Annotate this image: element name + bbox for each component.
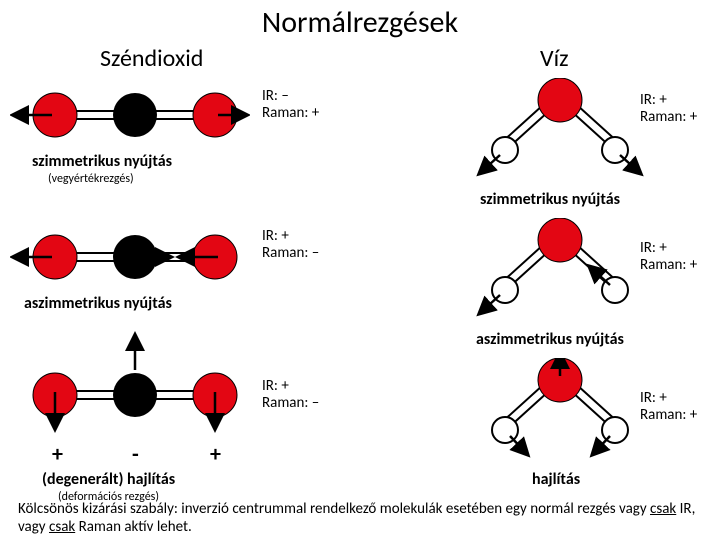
h2o-asym-stretch-diagram [455,218,665,328]
h2o-r3-ir: IR: + [640,389,667,407]
subtitle-co2: Széndioxid [100,44,203,73]
co2-sym-stretch-diagram [10,80,250,150]
co2-r1-raman: Raman: + [262,104,319,122]
h2o-bend-diagram [455,358,665,468]
co2-bend-diagram [10,330,250,440]
h2o-r1-ir: IR: + [640,91,667,109]
h2o-r3-raman: Raman: + [640,406,697,424]
h2o-r1-raman: Raman: + [640,108,697,126]
co2-r3-caption: (degenerált) hajlítás [42,470,175,489]
co2-r2-ir: IR: + [262,227,289,245]
subtitle-h2o: Víz [540,44,569,73]
h2o-r3-caption: hajlítás [532,470,580,489]
co2-r3-ir: IR: + [262,377,289,395]
co2-r1-sub: (vegyértékrezgés) [48,172,134,186]
page-title: Normálrezgések [262,4,458,41]
co2-r1-ir: IR: – [262,87,289,105]
co2-sign-2: - [132,440,139,467]
co2-r2-caption: aszimmetrikus nyújtás [24,294,172,313]
co2-r2-raman: Raman: – [262,244,319,262]
co2-r1-caption: szimmetrikus nyújtás [32,152,172,171]
h2o-r2-ir: IR: + [640,239,667,257]
co2-sign-3: + [210,440,221,467]
h2o-r1-caption: szimmetrikus nyújtás [480,190,620,209]
footer-rule: Kölcsönös kizárási szabály: inverzió cen… [18,500,708,536]
h2o-r2-raman: Raman: + [640,256,697,274]
h2o-r2-caption: aszimmetrikus nyújtás [476,330,624,349]
co2-sign-1: + [52,440,63,467]
co2-asym-stretch-diagram [10,222,250,292]
h2o-sym-stretch-diagram [455,78,665,188]
co2-r3-raman: Raman: – [262,394,319,412]
